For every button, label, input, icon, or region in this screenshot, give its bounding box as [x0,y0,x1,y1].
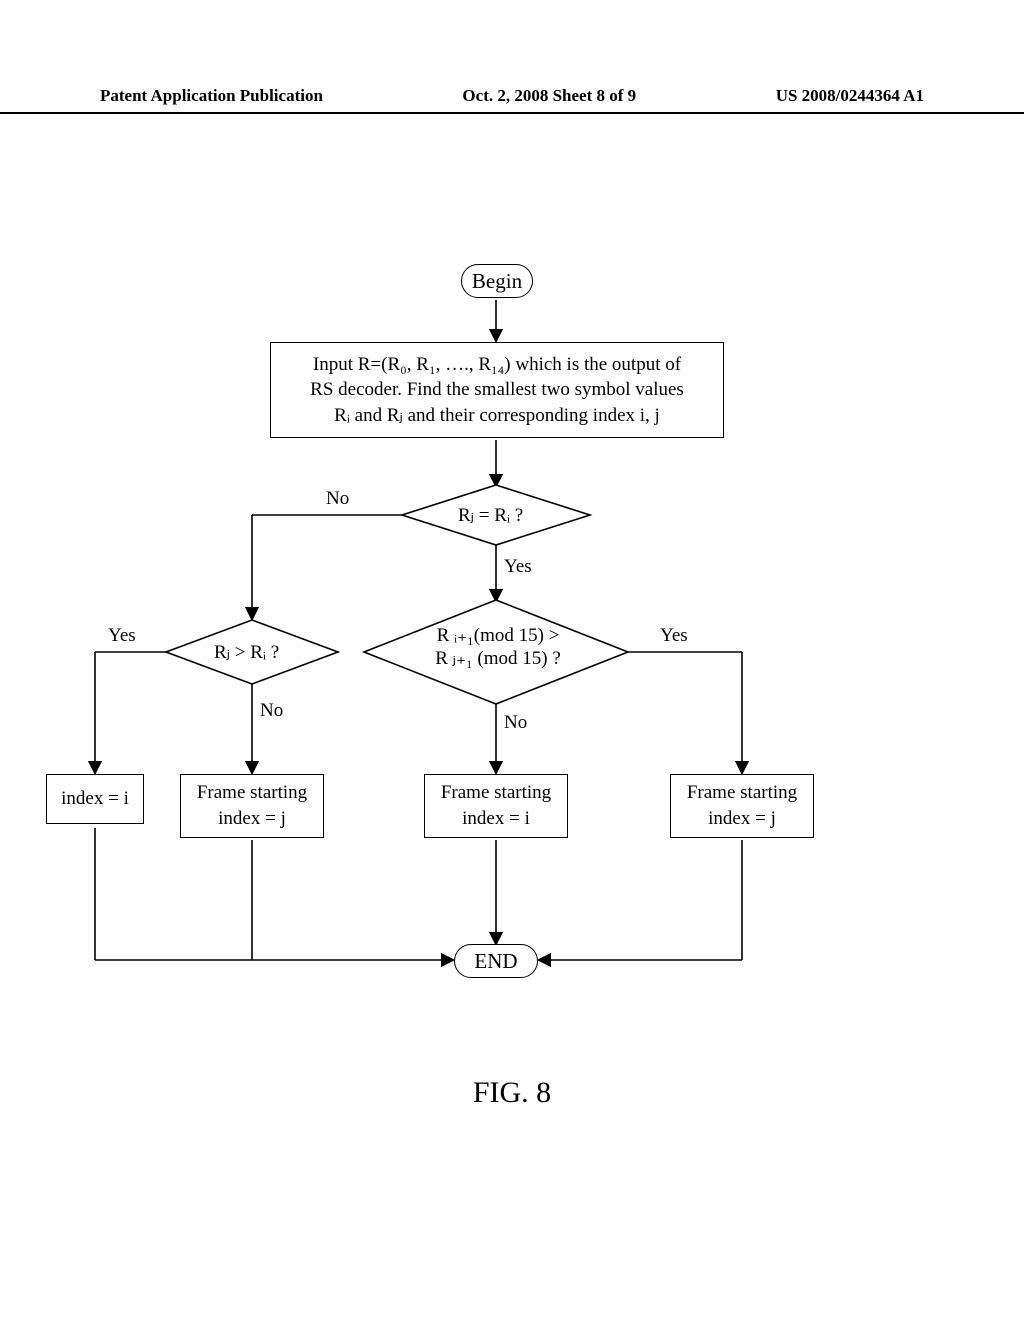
end-label: END [474,949,517,974]
begin-label: Begin [472,269,522,294]
node-d1-text: Rⱼ = Rᵢ ? [458,504,523,527]
node-d3-text: R ᵢ₊₁(mod 15) > R ⱼ₊₁ (mod 15) ? [428,624,568,670]
label-d1-yes: Yes [504,556,532,578]
node-frame-j-left: Frame starting index = j [180,774,324,838]
figure-caption: FIG. 8 [0,1076,1024,1110]
frame-i-text: Frame starting index = i [441,780,551,831]
frame-j1-text: Frame starting index = j [197,780,307,831]
label-d3-no: No [504,712,527,734]
node-input: Input R=(R₀, R₁, …., R₁₄) which is the o… [270,342,724,438]
frame-j2-text: Frame starting index = j [687,780,797,831]
input-line3: Rᵢ and Rⱼ and their corresponding index … [334,403,660,429]
node-end: END [454,944,538,978]
node-d2-text: Rⱼ > Rᵢ ? [214,641,279,664]
d3-line2: R ⱼ₊₁ (mod 15) ? [428,647,568,670]
label-d2-no: No [260,700,283,722]
label-d2-yes: Yes [108,625,136,647]
node-begin: Begin [461,264,533,298]
d3-line1: R ᵢ₊₁(mod 15) > [428,624,568,647]
node-frame-j-right: Frame starting index = j [670,774,814,838]
label-d1-no: No [326,488,349,510]
node-index-i: index = i [46,774,144,824]
index-i-text: index = i [61,786,129,812]
input-line2: RS decoder. Find the smallest two symbol… [310,377,684,403]
input-line1: Input R=(R₀, R₁, …., R₁₄) which is the o… [313,352,681,378]
node-frame-i: Frame starting index = i [424,774,568,838]
label-d3-yes: Yes [660,625,688,647]
